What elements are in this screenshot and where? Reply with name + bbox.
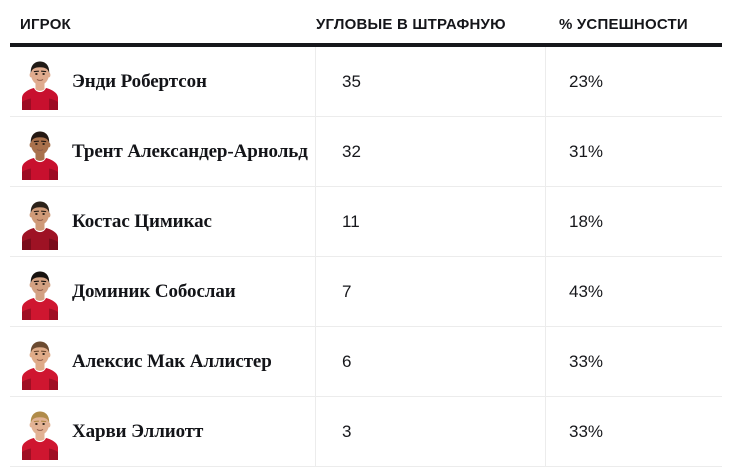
success-value: 23%: [569, 72, 604, 91]
column-header-player[interactable]: ИГРОК: [20, 16, 71, 33]
corners-value: 32: [342, 142, 361, 161]
corners-value: 35: [342, 72, 361, 91]
cell-player: Костас Цимикас: [10, 187, 315, 257]
column-header-corners[interactable]: УГЛОВЫЕ В ШТРАФНУЮ: [316, 16, 506, 33]
cell-corners: 7: [315, 257, 545, 327]
corners-value: 3: [342, 422, 352, 441]
cell-corners: 35: [315, 47, 545, 117]
table-body: Энди Робертсон 35 23% Трент Александер-Арно…: [10, 47, 722, 472]
cell-player: Харви Эллиотт: [10, 397, 315, 467]
success-value: 43%: [569, 282, 604, 301]
header-rule: [10, 43, 722, 47]
success-value: 33%: [569, 352, 604, 371]
player-photo-alexis-mac-allister: [20, 334, 60, 390]
table-row[interactable]: Энди Робертсон 35 23%: [10, 47, 722, 117]
table-row[interactable]: Алексис Мак Аллистер 6 33%: [10, 327, 722, 397]
player-photo-harvey-elliott: [20, 404, 60, 460]
cell-corners: 3: [315, 397, 545, 467]
cell-player: Алексис Мак Аллистер: [10, 327, 315, 397]
table-row[interactable]: Доминик Собослаи 7 43%: [10, 257, 722, 327]
cell-success: 18%: [545, 187, 722, 257]
cell-player: Трент Александер-Арнольд: [10, 117, 315, 187]
success-value: 33%: [569, 422, 604, 441]
cell-success: 31%: [545, 117, 722, 187]
corners-value: 6: [342, 352, 352, 371]
player-name: Энди Робертсон: [72, 71, 207, 92]
player-photo-andy-robertson: [20, 54, 60, 110]
table-row[interactable]: Костас Цимикас 11 18%: [10, 187, 722, 257]
player-name: Алексис Мак Аллистер: [72, 351, 272, 372]
table-row[interactable]: Трент Александер-Арнольд 32 31%: [10, 117, 722, 187]
cell-success: 33%: [545, 327, 722, 397]
cell-player: Энди Робертсон: [10, 47, 315, 117]
success-value: 31%: [569, 142, 604, 161]
player-name: Харви Эллиотт: [72, 421, 204, 442]
table-header: ИГРОК УГЛОВЫЕ В ШТРАФНУЮ % УСПЕШНОСТИ: [0, 0, 730, 47]
player-name: Костас Цимикас: [72, 211, 212, 232]
player-photo-dominik-szoboszlai: [20, 264, 60, 320]
corners-value: 11: [342, 212, 360, 231]
player-photo-trent-alexander-arnold: [20, 124, 60, 180]
cell-success: 43%: [545, 257, 722, 327]
cell-success: 33%: [545, 397, 722, 467]
cell-success: 23%: [545, 47, 722, 117]
table-row[interactable]: Харви Эллиотт 3 33%: [10, 397, 722, 467]
success-value: 18%: [569, 212, 604, 231]
player-photo-kostas-tsimikas: [20, 194, 60, 250]
cell-corners: 11: [315, 187, 545, 257]
player-name: Доминик Собослаи: [72, 281, 236, 302]
cell-player: Доминик Собослаи: [10, 257, 315, 327]
player-name: Трент Александер-Арнольд: [72, 141, 308, 162]
corners-value: 7: [342, 282, 352, 301]
cell-corners: 32: [315, 117, 545, 187]
cell-corners: 6: [315, 327, 545, 397]
column-header-success[interactable]: % УСПЕШНОСТИ: [559, 16, 688, 33]
